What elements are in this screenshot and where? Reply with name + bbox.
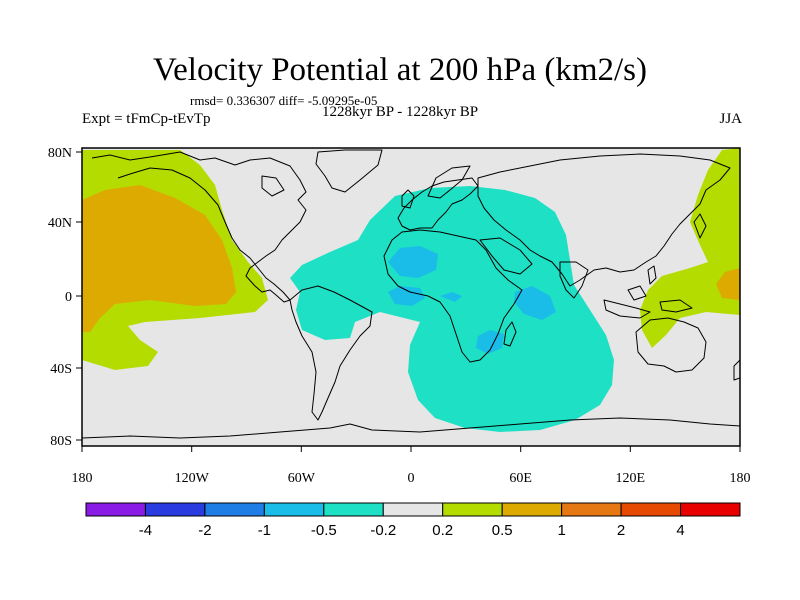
coast-arabia: [479, 237, 533, 275]
colorbar-box: [501, 502, 563, 517]
coast-japan: [693, 213, 707, 239]
colorbar-box: [382, 502, 444, 517]
colorbar-label: 0.5: [492, 522, 513, 539]
lat-label-40s: 40S: [50, 362, 72, 377]
colorbar-label: -0.2: [370, 522, 396, 539]
lon-label-180e: 180: [730, 471, 751, 486]
stats-text: rmsd= 0.336307 diff= -5.09295e-05: [190, 93, 378, 108]
colorbar-box: [620, 502, 682, 517]
lon-label-0: 0: [408, 471, 415, 486]
colorbar-box: [204, 502, 265, 517]
colorbar: -4 -2 -1 -0.5 -0.2 0.2 0.5 1 2 4: [85, 502, 741, 539]
colorbar-box: [561, 502, 622, 517]
westpac-positive-weak: [640, 148, 740, 348]
colorbar-box: [442, 502, 503, 517]
map-field: [82, 148, 740, 446]
coast-asia: [477, 153, 731, 287]
period-text: 1228kyr BP - 1228kyr BP: [322, 104, 479, 120]
lat-label-40n: 40N: [48, 216, 72, 231]
map-title: Velocity Potential at 200 hPa (km2/s): [152, 52, 648, 88]
coast-south-america: [289, 285, 373, 421]
lon-label-60e: 60E: [509, 471, 532, 486]
coast-newzealand: [733, 359, 740, 381]
colorbar-box: [680, 502, 741, 517]
coast-africa: [383, 229, 523, 363]
colorbar-label: 1: [557, 522, 565, 539]
coast-indonesia: [603, 299, 651, 319]
gulf-negative-medium: [388, 286, 425, 306]
experiment-text: Expt = tFmCp-tEvTp: [82, 111, 211, 127]
lon-label-60w: 60W: [288, 471, 316, 486]
coast-europe: [397, 177, 479, 231]
season-text: JJA: [719, 111, 742, 127]
colorbar-box: [144, 502, 206, 517]
coast-britain: [401, 189, 415, 209]
coast-hudson: [261, 175, 285, 197]
colorbar-label: 2: [617, 522, 625, 539]
colorbar-box: [85, 502, 146, 517]
coast-newguinea: [659, 299, 693, 313]
colorbar-label: 4: [676, 522, 684, 539]
africa-negative-weak: [290, 186, 614, 432]
coast-philippines: [647, 265, 657, 285]
westafrica-negative-medium: [388, 246, 438, 278]
colorbar-box: [263, 502, 325, 517]
coast-greenland: [315, 149, 383, 193]
lon-label-180w: 180: [72, 471, 93, 486]
lat-label-80n: 80N: [48, 146, 72, 161]
coast-scandinavia: [427, 165, 471, 199]
westpac-positive-medium: [716, 268, 740, 300]
lon-label-120e: 120E: [616, 471, 646, 486]
coast-borneo: [627, 285, 647, 301]
centralafrica-negative-medium: [440, 292, 462, 302]
colorbar-label: -0.5: [311, 522, 337, 539]
lon-label-120w: 120W: [175, 471, 210, 486]
colorbar-box: [323, 502, 384, 517]
coast-madagascar: [503, 321, 517, 347]
colorbar-label: -1: [258, 522, 271, 539]
coast-north-america: [91, 151, 307, 303]
colorbar-label: -4: [139, 522, 152, 539]
coast-australia: [635, 317, 707, 373]
lon-axis: [81, 446, 741, 452]
coast-antarctica: [82, 417, 740, 439]
indianocean-negative-medium: [514, 286, 556, 320]
colorbar-label: -2: [198, 522, 211, 539]
coast-india: [559, 261, 589, 299]
lat-axis: [76, 151, 82, 441]
pacific-positive-medium: [82, 185, 236, 332]
colorbar-label: 0.2: [432, 522, 453, 539]
coastlines: [82, 149, 740, 439]
lat-label-0: 0: [65, 290, 72, 305]
lat-label-80s: 80S: [50, 434, 72, 449]
